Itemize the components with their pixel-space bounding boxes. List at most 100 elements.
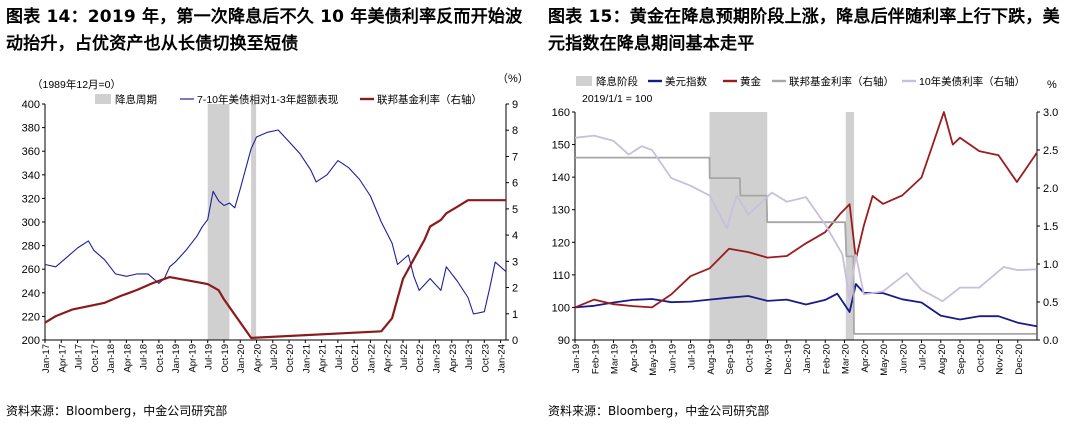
legend-label: 联邦基金利率（右轴） (789, 75, 894, 88)
x-tick-label: Apr-22 (383, 344, 394, 373)
x-tick-label: Jan-17 (41, 344, 52, 373)
y-tick-label: 300 (22, 217, 40, 229)
y-tick-label: 400 (22, 99, 40, 111)
x-tick-label: Oct-18 (155, 344, 166, 373)
y-tick-label: 100 (552, 302, 570, 314)
y-tick-label: 150 (552, 140, 570, 152)
x-tick-label: Sep-20 (956, 344, 967, 375)
x-tick-label: Oct-22 (415, 344, 426, 373)
x-tick-label: Jul-20 (918, 344, 929, 370)
y2-tick-label: 8 (512, 125, 518, 137)
y-tick-label: 320 (22, 193, 40, 205)
shaded-period (709, 112, 768, 340)
x-tick-label: Jan-20 (802, 344, 813, 373)
y-tick-label: 110 (552, 270, 570, 282)
x-tick-label: Apr-23 (448, 344, 459, 373)
x-tick-label: Apr-19 (629, 344, 640, 373)
x-tick-label: Jun-20 (898, 344, 909, 373)
x-tick-label: Jul-20 (269, 344, 280, 370)
legend-label: 10年美债利率（右轴） (919, 75, 1025, 88)
x-tick-label: Feb-19 (590, 344, 601, 374)
x-tick-label: Oct-19 (744, 344, 755, 373)
y-tick-label: 360 (22, 146, 40, 158)
x-tick-label: Nov-19 (764, 344, 775, 375)
y-tick-label: 220 (22, 311, 40, 323)
x-tick-label: Oct-21 (350, 344, 361, 373)
shaded-period (845, 112, 854, 340)
x-tick-label: Jul-21 (334, 344, 345, 370)
chart-panel-right: 图表 15：黄金在降息预期阶段上涨，降息后伴随利率上行下跌，美元指数在降息期间基… (542, 0, 1078, 427)
shaded-period (207, 104, 230, 340)
x-tick-label: Jul-23 (464, 344, 475, 370)
axis-unit-right: （%） (497, 72, 529, 85)
series-line-right-1 (574, 111, 1038, 309)
x-tick-label: Mar-19 (610, 344, 621, 374)
x-tick-label: Jan-19 (171, 344, 182, 373)
y2-tick-label: 7 (512, 151, 518, 163)
x-tick-label: Jan-21 (301, 344, 312, 373)
x-tick-label: Apr-21 (318, 344, 329, 373)
x-tick-label: Jan-23 (431, 344, 442, 373)
legend-label: 7-10年美债相对1-3年超额表现 (197, 93, 339, 106)
y-tick-label: 240 (22, 288, 40, 300)
x-tick-label: Jul-22 (399, 344, 410, 370)
axis-note: 2019/1/1 = 100 (582, 93, 653, 105)
y2-tick-label: 3 (512, 256, 518, 268)
y2-tick-label: 1.0 (1043, 259, 1058, 271)
x-tick-label: Jan-20 (236, 344, 247, 373)
y-tick-label: 200 (22, 335, 40, 347)
chart-title: 图表 15：黄金在降息预期阶段上涨，降息后伴随利率上行下跌，美元指数在降息期间基… (548, 7, 1060, 54)
y-tick-label: 120 (552, 237, 570, 249)
x-tick-label: Apr-20 (253, 344, 264, 373)
x-tick-label: Aug-20 (937, 344, 948, 375)
x-tick-label: Apr-18 (122, 344, 133, 373)
x-tick-label: Jul-19 (687, 344, 698, 370)
series-line-right-3 (574, 134, 1037, 303)
x-tick-label: Apr-17 (57, 344, 68, 373)
legend-label: 黄金 (740, 75, 761, 88)
chart-panel-left: 图表 14：2019 年，第一次降息后不久 10 年美债利率反而开始波动抬升，占… (0, 0, 536, 427)
y-tick-label: 380 (22, 123, 40, 135)
legend-swatch (95, 94, 111, 104)
legend-label: 降息阶段 (596, 75, 638, 88)
x-tick-label: Dec-20 (1014, 344, 1025, 375)
y2-tick-label: 2.0 (1043, 183, 1058, 195)
x-tick-label: Jan-22 (366, 344, 377, 373)
legend-label: 联邦基金利率（右轴） (377, 93, 482, 106)
series-line-right-0 (574, 283, 1037, 328)
y2-tick-label: 2.5 (1043, 145, 1058, 157)
x-tick-label: May-19 (648, 344, 659, 376)
axis-note: （1989年12月=0） (32, 78, 121, 91)
y-tick-label: 260 (22, 264, 40, 276)
x-tick-label: Mar-20 (841, 344, 852, 374)
x-tick-label: Nov-20 (995, 344, 1006, 375)
legend-label: 降息周期 (115, 93, 157, 106)
x-tick-label: Sep-19 (725, 344, 736, 375)
x-tick-label: Apr-20 (860, 344, 871, 373)
y-tick-label: 340 (22, 170, 40, 182)
x-tick-label: Jan-18 (106, 344, 117, 373)
x-tick-label: Jul-19 (204, 344, 215, 370)
x-tick-label: Aug-19 (706, 344, 717, 375)
y2-tick-label: 6 (512, 178, 518, 190)
y2-tick-label: 1.5 (1043, 221, 1058, 233)
y-tick-label: 90 (558, 335, 570, 347)
chart-source: 资料来源：Bloomberg，中金公司研究部 (6, 404, 228, 418)
y-tick-label: 140 (552, 172, 570, 184)
y-tick-label: 160 (552, 107, 570, 119)
x-tick-label: Jan-24 (497, 344, 508, 373)
y2-tick-label: 1 (512, 309, 518, 321)
y2-tick-label: 5 (512, 204, 518, 216)
legend-swatch (576, 76, 592, 86)
chart-source: 资料来源：Bloomberg，中金公司研究部 (548, 404, 770, 418)
x-tick-label: May-20 (879, 344, 890, 376)
chart-treasury-excess-return: 200 220 240 260 280 300 320 340 360 380 400 0 1 2 3 4 5 6… (22, 72, 529, 373)
series-line-left-1 (44, 199, 506, 339)
x-tick-label: Oct-20 (285, 344, 296, 373)
y2-tick-label: 4 (512, 230, 518, 242)
x-tick-label: Jul-18 (139, 344, 150, 370)
x-tick-label: Dec-19 (783, 344, 794, 375)
x-tick-label: Feb-20 (821, 344, 832, 374)
x-tick-label: Jan-19 (571, 344, 582, 373)
x-tick-label: Oct-17 (90, 344, 101, 373)
